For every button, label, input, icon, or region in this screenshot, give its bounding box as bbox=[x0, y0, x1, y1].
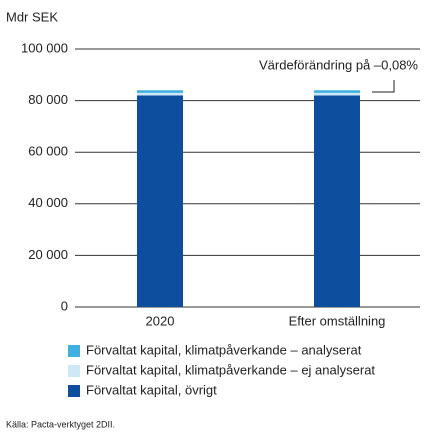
y-tick-label: 20 000 bbox=[28, 247, 68, 262]
source: Källa: Pacta-verktyget 2DII. bbox=[6, 419, 115, 429]
y-tick-label: 100 000 bbox=[21, 40, 68, 55]
y-tick-label: 40 000 bbox=[28, 195, 68, 210]
legend-swatch bbox=[68, 345, 80, 357]
legend-label: Förvaltat kapital, klimatpåverkande – an… bbox=[86, 342, 362, 357]
y-tick-label: 80 000 bbox=[28, 92, 68, 107]
x-tick-label: 2020 bbox=[146, 313, 175, 328]
bar-segment bbox=[137, 90, 183, 93]
y-tick-label: 0 bbox=[61, 298, 68, 313]
legend-label: Förvaltat kapital, övrigt bbox=[86, 382, 217, 397]
y-axis-label: Mdr SEK bbox=[6, 9, 58, 24]
bar-segment bbox=[137, 92, 183, 96]
bar-segment bbox=[314, 90, 360, 93]
annotation: Värdeförändring på –0,08% bbox=[259, 57, 418, 72]
bar-segment bbox=[314, 95, 360, 307]
legend-swatch bbox=[68, 365, 80, 377]
annotation-bg bbox=[228, 56, 420, 76]
annotation-bracket bbox=[372, 80, 395, 93]
legend-swatch bbox=[68, 385, 80, 397]
x-tick-label: Efter omställning bbox=[289, 313, 386, 328]
bar-segment bbox=[137, 95, 183, 307]
bar-segment bbox=[314, 92, 360, 96]
legend-label: Förvaltat kapital, klimatpåverkande – ej… bbox=[86, 362, 375, 377]
y-tick-label: 60 000 bbox=[28, 144, 68, 159]
